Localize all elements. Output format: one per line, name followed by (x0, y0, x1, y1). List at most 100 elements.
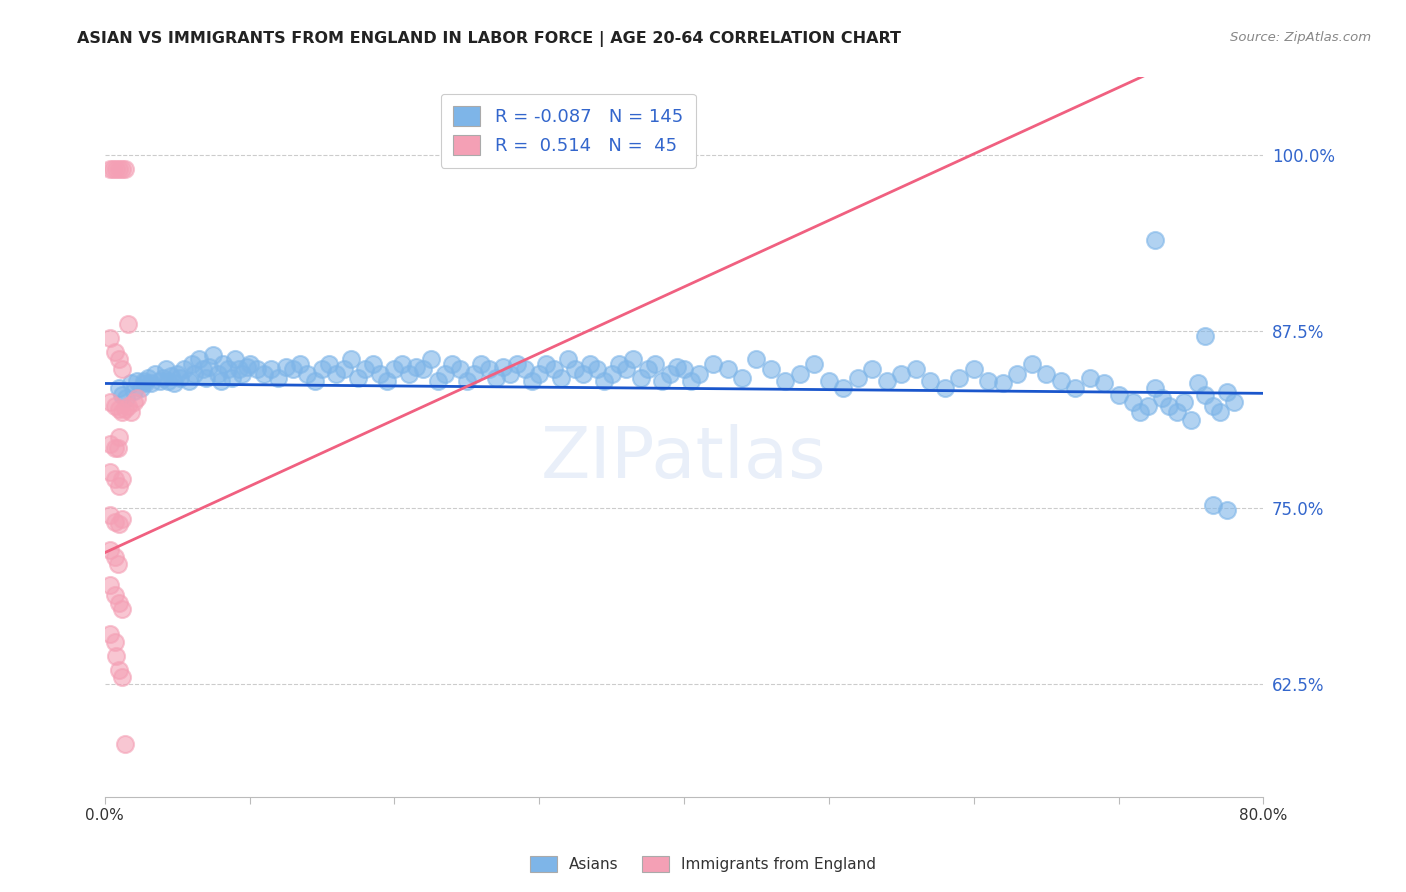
Point (104, 634, 127, 648)
Point (111, 512, 134, 526)
Point (217, 362, 239, 376)
Point (169, 371, 191, 385)
Point (731, 371, 754, 385)
Point (832, 381, 855, 395)
Point (579, 357, 602, 371)
Legend: Asians, Immigrants from England: Asians, Immigrants from England (522, 848, 884, 880)
Point (759, 362, 782, 376)
Point (212, 357, 235, 371)
Point (122, 384, 145, 398)
Point (274, 359, 297, 374)
Point (614, 362, 637, 376)
Point (105, 162, 128, 177)
Point (963, 362, 986, 376)
Point (115, 391, 138, 405)
Point (434, 367, 457, 381)
Point (543, 362, 565, 376)
Point (100, 578, 122, 592)
Point (368, 367, 391, 381)
Point (152, 371, 174, 385)
Point (456, 374, 478, 388)
Point (1129, 405, 1152, 419)
Point (375, 374, 398, 388)
Point (136, 371, 159, 385)
Point (114, 401, 136, 416)
Point (1194, 328, 1216, 343)
Point (114, 738, 136, 752)
Point (111, 472, 134, 486)
Point (235, 359, 257, 374)
Point (1173, 394, 1195, 409)
Point (120, 405, 142, 419)
Point (107, 442, 129, 456)
Point (103, 162, 125, 177)
Point (470, 357, 492, 371)
Point (238, 357, 260, 371)
Point (1180, 413, 1202, 427)
Point (347, 371, 370, 385)
Legend: R = -0.087   N = 145, R =  0.514   N =  45: R = -0.087 N = 145, R = 0.514 N = 45 (440, 94, 696, 168)
Point (139, 376, 162, 391)
Point (449, 362, 471, 376)
Point (1092, 376, 1115, 391)
Point (1202, 498, 1225, 512)
Point (209, 374, 232, 388)
Point (977, 374, 1000, 388)
Point (1216, 384, 1239, 399)
Point (1143, 381, 1166, 395)
Point (281, 362, 304, 376)
Point (111, 405, 134, 419)
Point (198, 359, 221, 374)
Point (111, 388, 134, 402)
Point (1209, 405, 1232, 419)
Point (673, 362, 696, 376)
Point (108, 517, 131, 532)
Y-axis label: In Labor Force | Age 20-64: In Labor Force | Age 20-64 (0, 336, 8, 538)
Point (890, 367, 912, 381)
Point (630, 371, 652, 385)
Point (340, 352, 363, 367)
Point (1187, 376, 1209, 391)
Point (702, 357, 724, 371)
Point (260, 362, 283, 376)
Point (100, 465, 122, 479)
Point (1216, 503, 1239, 517)
Point (651, 374, 673, 388)
Point (665, 359, 688, 374)
Point (1143, 233, 1166, 247)
Point (991, 376, 1014, 391)
Point (221, 371, 243, 385)
Point (104, 442, 127, 456)
Point (108, 479, 131, 493)
Point (253, 367, 276, 381)
Point (536, 357, 558, 371)
Point (193, 362, 215, 376)
Text: Source: ZipAtlas.com: Source: ZipAtlas.com (1230, 31, 1371, 45)
Point (100, 394, 122, 409)
Point (1005, 367, 1028, 381)
Point (104, 588, 127, 602)
Point (160, 369, 183, 384)
Point (311, 362, 333, 376)
Point (398, 367, 420, 381)
Point (1049, 374, 1071, 388)
Point (1166, 405, 1188, 419)
Point (600, 367, 623, 381)
Point (1108, 388, 1130, 402)
Point (860, 362, 883, 376)
Point (745, 352, 768, 367)
Point (100, 162, 122, 177)
Point (105, 648, 128, 663)
Point (904, 362, 927, 376)
Point (183, 367, 205, 381)
Point (354, 362, 377, 376)
Point (1194, 388, 1216, 402)
Point (117, 317, 139, 331)
Point (571, 367, 593, 381)
Point (129, 381, 152, 395)
Point (108, 352, 131, 367)
Point (304, 374, 326, 388)
Point (104, 472, 127, 486)
Point (122, 394, 145, 409)
Point (775, 374, 797, 388)
